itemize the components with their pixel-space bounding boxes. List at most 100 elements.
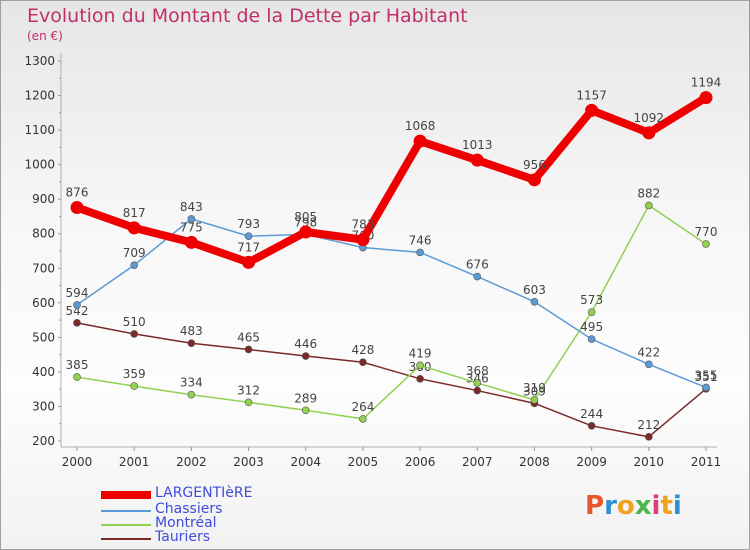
- series-line: [76, 218, 707, 389]
- data-label: 817: [123, 206, 146, 220]
- x-tick-label: 2010: [634, 455, 665, 469]
- data-label: 446: [294, 337, 317, 351]
- x-tick-label: 2004: [290, 455, 321, 469]
- data-point: [242, 255, 256, 269]
- data-point: [130, 261, 138, 269]
- x-tick-label: 2008: [519, 455, 550, 469]
- data-point: [130, 382, 138, 390]
- logo-letter: r: [604, 491, 617, 521]
- series-line: [73, 93, 710, 267]
- data-point: [645, 360, 653, 369]
- data-point: [73, 373, 81, 381]
- data-label: 709: [123, 246, 146, 260]
- y-tick-label: 900: [32, 192, 55, 206]
- data-label: 422: [637, 345, 660, 359]
- data-label: 775: [180, 220, 203, 234]
- data-point: [699, 91, 713, 105]
- chart-title: Evolution du Montant de la Dette par Hab…: [27, 5, 468, 27]
- data-label: 346: [466, 372, 489, 386]
- data-point: [187, 215, 196, 223]
- y-tick-label: 1100: [24, 123, 55, 137]
- data-label: 334: [180, 376, 203, 390]
- data-point: [413, 134, 427, 148]
- data-label: 368: [466, 364, 489, 378]
- logo-letter: t: [660, 491, 673, 521]
- data-point: [530, 396, 539, 404]
- data-label: 385: [66, 358, 89, 372]
- series-line: [76, 204, 707, 420]
- data-label: 603: [523, 283, 546, 297]
- data-point: [473, 272, 482, 281]
- x-tick-label: 2011: [691, 455, 722, 469]
- data-point: [587, 335, 596, 343]
- data-label: 798: [294, 215, 317, 229]
- data-point: [127, 221, 141, 235]
- data-label: 312: [237, 383, 260, 397]
- legend-label: LARGENTIèRE: [155, 485, 253, 501]
- data-point: [359, 358, 367, 367]
- data-label: 1068: [405, 119, 436, 133]
- legend-swatch: [101, 491, 151, 499]
- x-tick-label: 2007: [462, 455, 493, 469]
- data-label: 244: [580, 407, 603, 421]
- y-tick-label: 500: [32, 330, 55, 344]
- legend-swatch: [101, 510, 151, 512]
- data-label: 783: [351, 218, 374, 232]
- x-tick-label: 2001: [119, 455, 150, 469]
- data-point: [244, 232, 253, 240]
- data-point: [73, 301, 81, 309]
- logo-letter: P: [585, 491, 605, 521]
- data-point: [187, 339, 196, 348]
- data-point: [130, 330, 138, 338]
- x-tick-label: 2000: [62, 455, 93, 469]
- legend-label: Tauriers: [155, 529, 210, 545]
- data-point: [301, 406, 310, 415]
- data-point: [301, 352, 310, 360]
- data-label: 1157: [576, 88, 607, 102]
- data-label: 542: [66, 304, 89, 318]
- data-label: 495: [580, 320, 603, 334]
- data-label: 465: [237, 330, 260, 344]
- data-point: [642, 126, 656, 140]
- chart-subtitle: (en €): [27, 29, 63, 43]
- y-tick-label: 600: [32, 296, 55, 310]
- x-tick-label: 2002: [176, 455, 207, 469]
- series-line: [76, 322, 707, 438]
- data-point: [356, 233, 370, 247]
- data-label: 594: [66, 286, 89, 300]
- data-label: 319: [523, 381, 546, 395]
- x-tick-label: 2005: [348, 455, 379, 469]
- data-label: 805: [294, 210, 317, 224]
- data-point: [70, 200, 84, 214]
- data-point: [244, 398, 253, 407]
- data-label: 843: [180, 200, 203, 214]
- data-label: 1092: [634, 111, 665, 125]
- data-label: 1194: [691, 76, 722, 90]
- data-point: [470, 153, 484, 167]
- data-label: 483: [180, 324, 203, 338]
- y-tick-label: 800: [32, 227, 55, 241]
- data-label: 355: [695, 368, 718, 382]
- data-label: 309: [523, 384, 546, 398]
- logo-letter: x: [634, 491, 652, 521]
- legend-swatch: [101, 524, 151, 526]
- legend-swatch: [101, 538, 151, 540]
- data-label: 876: [66, 185, 89, 199]
- data-point: [585, 103, 599, 117]
- data-label: 289: [294, 391, 317, 405]
- data-point: [587, 421, 596, 430]
- y-tick-label: 1000: [24, 158, 55, 172]
- data-label: 510: [123, 315, 146, 329]
- data-point: [244, 345, 253, 354]
- data-point: [184, 235, 198, 249]
- y-tick-label: 1300: [24, 54, 55, 68]
- x-tick-label: 2009: [576, 455, 607, 469]
- y-tick-label: 400: [32, 365, 55, 379]
- data-label: 717: [237, 240, 260, 254]
- data-point: [187, 390, 196, 399]
- data-point: [473, 386, 482, 395]
- data-label: 956: [523, 158, 546, 172]
- y-tick-label: 200: [32, 434, 55, 448]
- logo-letter: i: [651, 491, 661, 521]
